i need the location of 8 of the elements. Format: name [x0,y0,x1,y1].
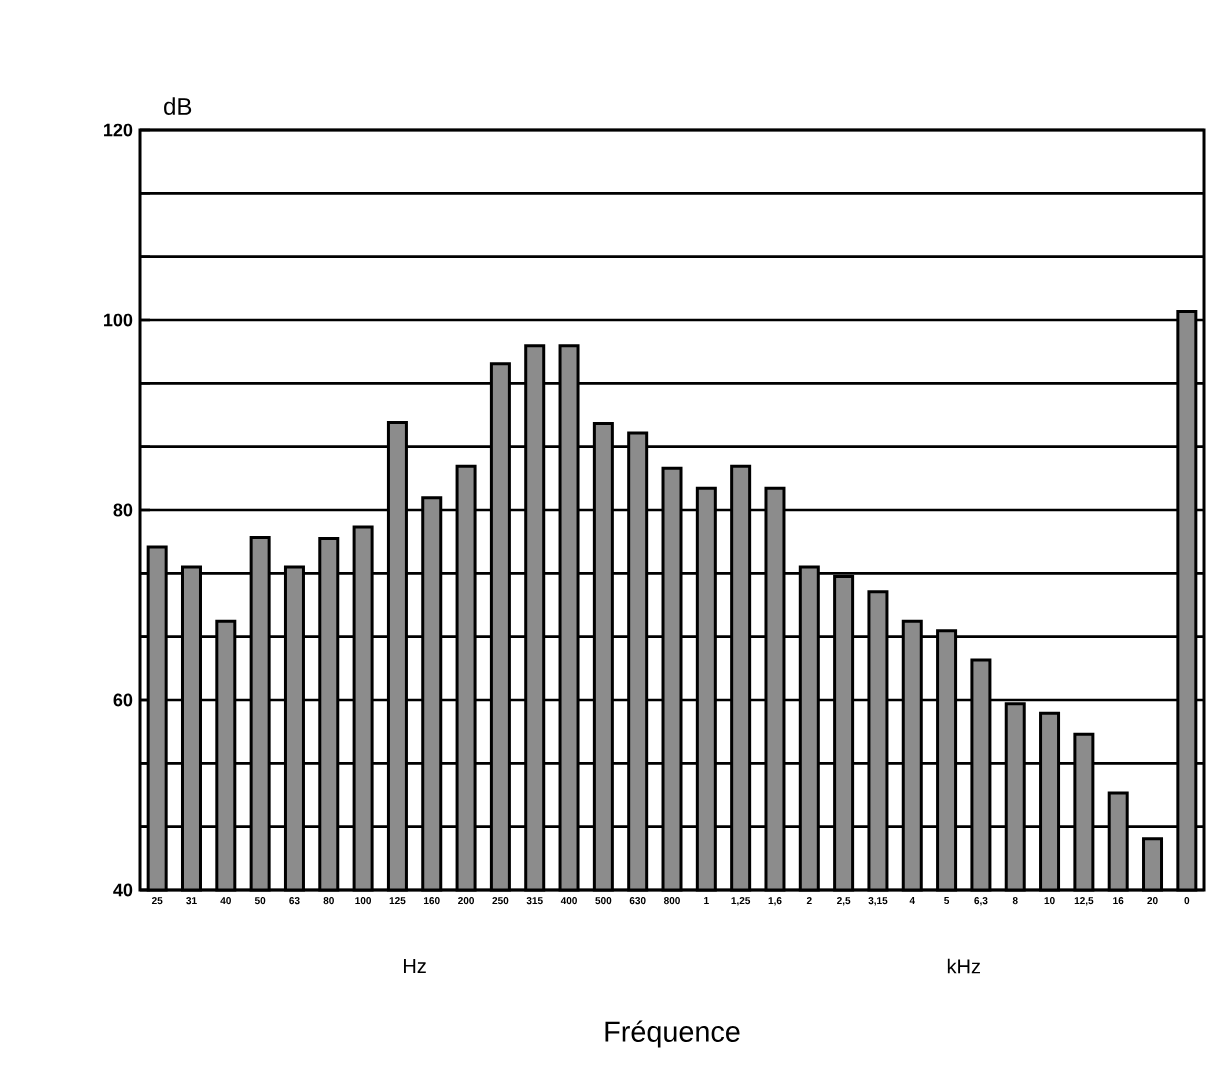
y-tick-label: 100 [104,313,133,327]
y-tick-label: 80 [113,503,133,517]
text: Hz [404,959,426,973]
text: kHz [947,958,980,974]
x-axis-title: Fréquence [605,1020,740,1048]
y-tick-label: 60 [113,693,133,707]
y-axis-title: dB [164,97,192,115]
y-tick-label: 120 [104,123,133,137]
